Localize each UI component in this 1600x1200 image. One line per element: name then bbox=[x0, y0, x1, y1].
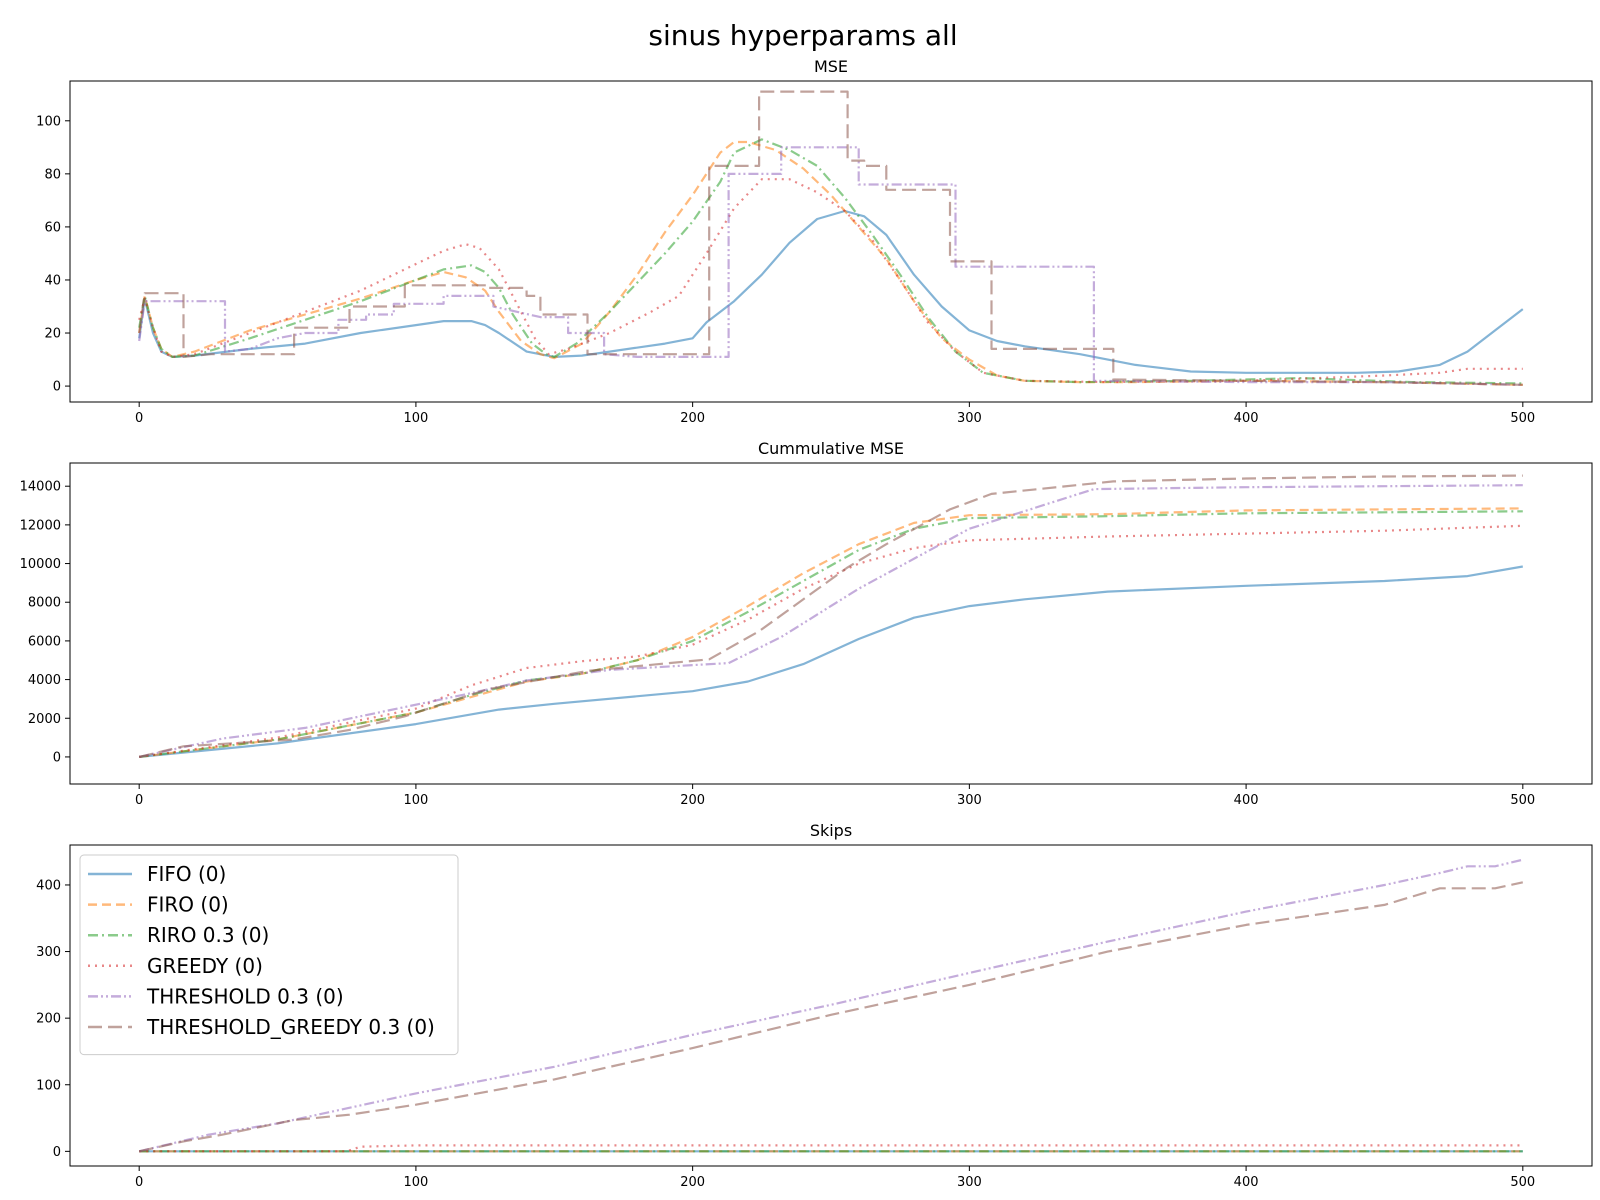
x-tick-label: 400 bbox=[1234, 793, 1259, 808]
x-tick-label: 500 bbox=[1510, 411, 1535, 426]
y-tick-label: 300 bbox=[36, 945, 61, 960]
series-line-firo bbox=[138, 140, 1523, 386]
y-tick-label: 40 bbox=[44, 273, 61, 288]
figure-title: sinus hyperparams all bbox=[648, 19, 957, 52]
subplot-3: Skips 0 100 200 300 400 500 0 100 200 300 400 FIFO (… bbox=[36, 821, 1593, 1190]
subplot-title: Skips bbox=[810, 821, 852, 840]
plot-frame bbox=[69, 462, 1593, 785]
x-tick-label: 300 bbox=[957, 411, 982, 426]
x-tick-label: 100 bbox=[403, 1175, 428, 1190]
series-line-fifo bbox=[139, 565, 1523, 758]
y-tick-label: 0 bbox=[53, 380, 61, 395]
series-line-threshold-greedy bbox=[138, 881, 1524, 1153]
legend-entry: RIRO 0.3 (0) bbox=[147, 923, 269, 947]
x-tick-label: 100 bbox=[403, 793, 428, 808]
y-tick-label: 100 bbox=[36, 114, 61, 129]
x-tick-label: 0 bbox=[135, 1175, 143, 1190]
x-tick-label: 400 bbox=[1234, 411, 1259, 426]
series-line-threshold-greedy bbox=[138, 90, 1523, 386]
x-tick-label: 100 bbox=[403, 411, 428, 426]
x-tick-label: 0 bbox=[135, 793, 143, 808]
legend-entry: FIFO (0) bbox=[147, 862, 226, 886]
plot-frame bbox=[69, 80, 1593, 403]
legend-entry: THRESHOLD 0.3 (0) bbox=[146, 984, 344, 1008]
y-tick-label: 4000 bbox=[28, 673, 61, 688]
x-tick-label: 400 bbox=[1234, 1175, 1259, 1190]
series-line-threshold bbox=[138, 146, 1523, 386]
x-tick-label: 300 bbox=[957, 793, 982, 808]
y-tick-label: 200 bbox=[36, 1012, 61, 1027]
y-tick-label: 0 bbox=[53, 1145, 61, 1160]
series-line-riro bbox=[138, 138, 1523, 385]
legend-entry: GREEDY (0) bbox=[147, 954, 263, 978]
y-tick-label: 60 bbox=[44, 220, 61, 235]
x-tick-label: 300 bbox=[957, 1175, 982, 1190]
subplot-title: MSE bbox=[814, 57, 848, 76]
series-line-threshold bbox=[138, 858, 1524, 1153]
x-tick-label: 500 bbox=[1510, 1175, 1535, 1190]
x-tick-label: 200 bbox=[680, 411, 705, 426]
legend-entry: THRESHOLD_GREEDY 0.3 (0) bbox=[146, 1015, 435, 1039]
legend-box bbox=[79, 854, 459, 1056]
series-line-fifo bbox=[138, 209, 1524, 374]
legend: FIFO (0) FIRO (0) RIRO 0.3 (0) GREEDY (0) TH… bbox=[79, 854, 459, 1056]
series-line-threshold-greedy bbox=[138, 474, 1523, 758]
series-line-greedy bbox=[139, 524, 1523, 758]
y-tick-label: 20 bbox=[44, 327, 61, 342]
series-line-riro bbox=[139, 510, 1523, 758]
y-tick-label: 10000 bbox=[20, 557, 61, 572]
x-tick-label: 200 bbox=[680, 793, 705, 808]
plot-frame bbox=[69, 844, 1593, 1167]
y-tick-label: 0 bbox=[53, 750, 61, 765]
y-tick-label: 100 bbox=[36, 1078, 61, 1093]
y-tick-label: 80 bbox=[44, 167, 61, 182]
y-tick-label: 12000 bbox=[20, 518, 61, 533]
y-tick-label: 2000 bbox=[28, 712, 61, 727]
y-tick-label: 8000 bbox=[28, 596, 61, 611]
x-tick-label: 0 bbox=[135, 411, 143, 426]
y-tick-label: 6000 bbox=[28, 634, 61, 649]
series-line-greedy bbox=[138, 178, 1523, 384]
subplot-title: Cummulative MSE bbox=[758, 439, 904, 458]
subplot-2: Cummulative MSE 0 100 200 300 400 500 0 2000 4000… bbox=[20, 439, 1593, 808]
y-tick-label: 400 bbox=[36, 878, 61, 893]
x-tick-label: 500 bbox=[1510, 793, 1535, 808]
y-tick-label: 14000 bbox=[20, 480, 61, 495]
x-tick-label: 200 bbox=[680, 1175, 705, 1190]
series-line-firo bbox=[139, 507, 1523, 758]
subplot-1: MSE 0 100 200 300 400 500 0 20 40 60 80 100 bbox=[36, 57, 1593, 426]
legend-entry: FIRO (0) bbox=[147, 893, 229, 917]
series-line-threshold bbox=[138, 484, 1523, 758]
